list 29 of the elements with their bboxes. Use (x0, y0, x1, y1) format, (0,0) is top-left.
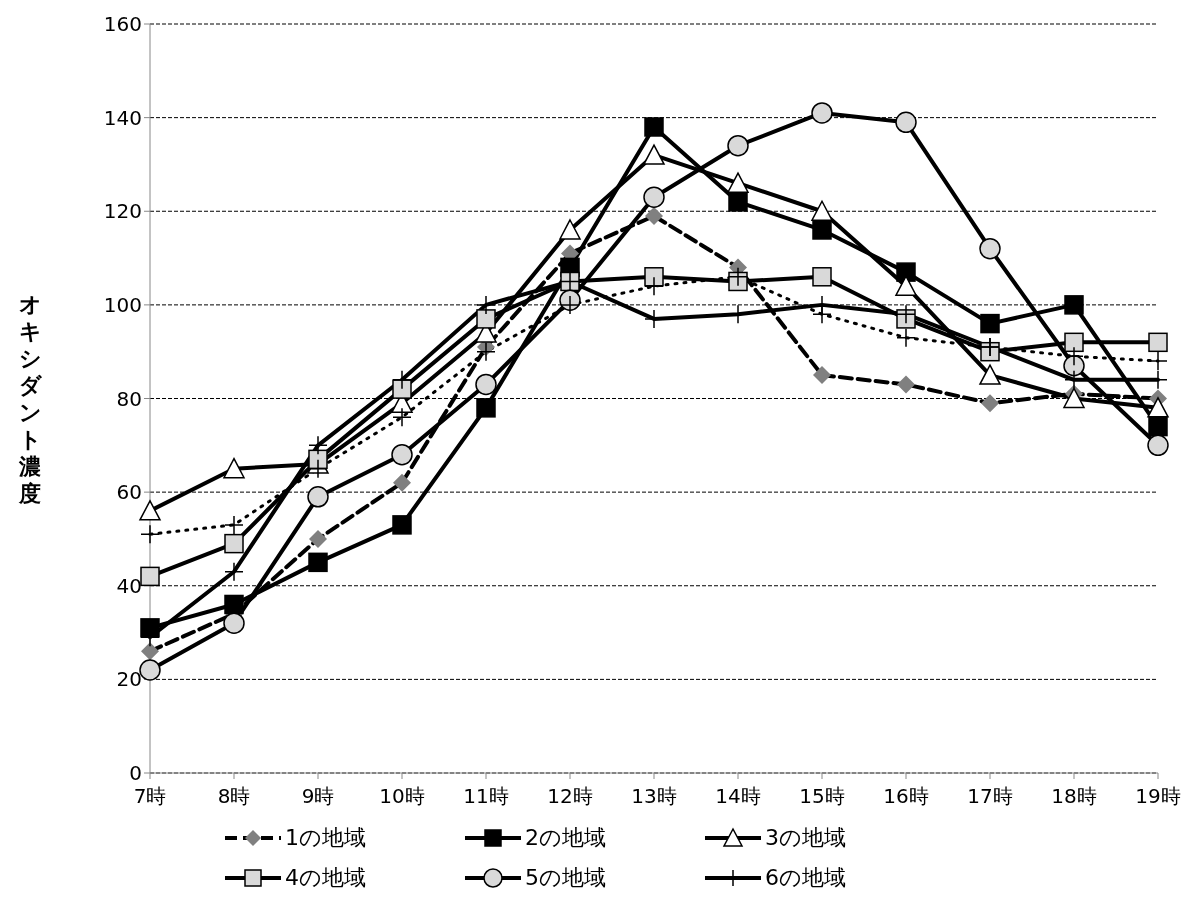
x-tick-label: 9時 (301, 784, 335, 809)
y-tick-label: 80 (116, 386, 142, 411)
legend-label: 2の地域 (525, 824, 606, 852)
x-tick-label: 12時 (547, 784, 593, 809)
y-tick-label: 60 (116, 480, 142, 505)
x-tick-label: 18時 (1051, 784, 1097, 809)
y-tick-label: 100 (103, 292, 142, 317)
y-axis-title: オキシダント濃度 (18, 292, 43, 506)
x-tick-label: 13時 (631, 784, 677, 809)
legend-label: 4の地域 (285, 864, 366, 892)
legend-label: 3の地域 (765, 824, 846, 852)
y-tick-label: 20 (116, 667, 142, 692)
x-tick-label: 19時 (1135, 784, 1181, 809)
x-tick-label: 15時 (799, 784, 845, 809)
x-tick-label: 10時 (379, 784, 425, 809)
legend-label: 1の地域 (285, 824, 366, 852)
y-tick-label: 120 (103, 199, 142, 224)
y-tick-label: 0 (129, 761, 142, 786)
x-tick-label: 14時 (715, 784, 761, 809)
y-tick-label: 160 (103, 12, 142, 37)
x-tick-label: 11時 (463, 784, 509, 809)
x-tick-label: 16時 (883, 784, 929, 809)
y-tick-label: 40 (116, 573, 142, 598)
x-tick-label: 8時 (217, 784, 251, 809)
x-tick-label: 17時 (967, 784, 1013, 809)
x-tick-label: 7時 (133, 784, 167, 809)
legend-label: 5の地域 (525, 864, 606, 892)
legend-label: 6の地域 (765, 864, 846, 892)
y-tick-label: 140 (103, 105, 142, 130)
